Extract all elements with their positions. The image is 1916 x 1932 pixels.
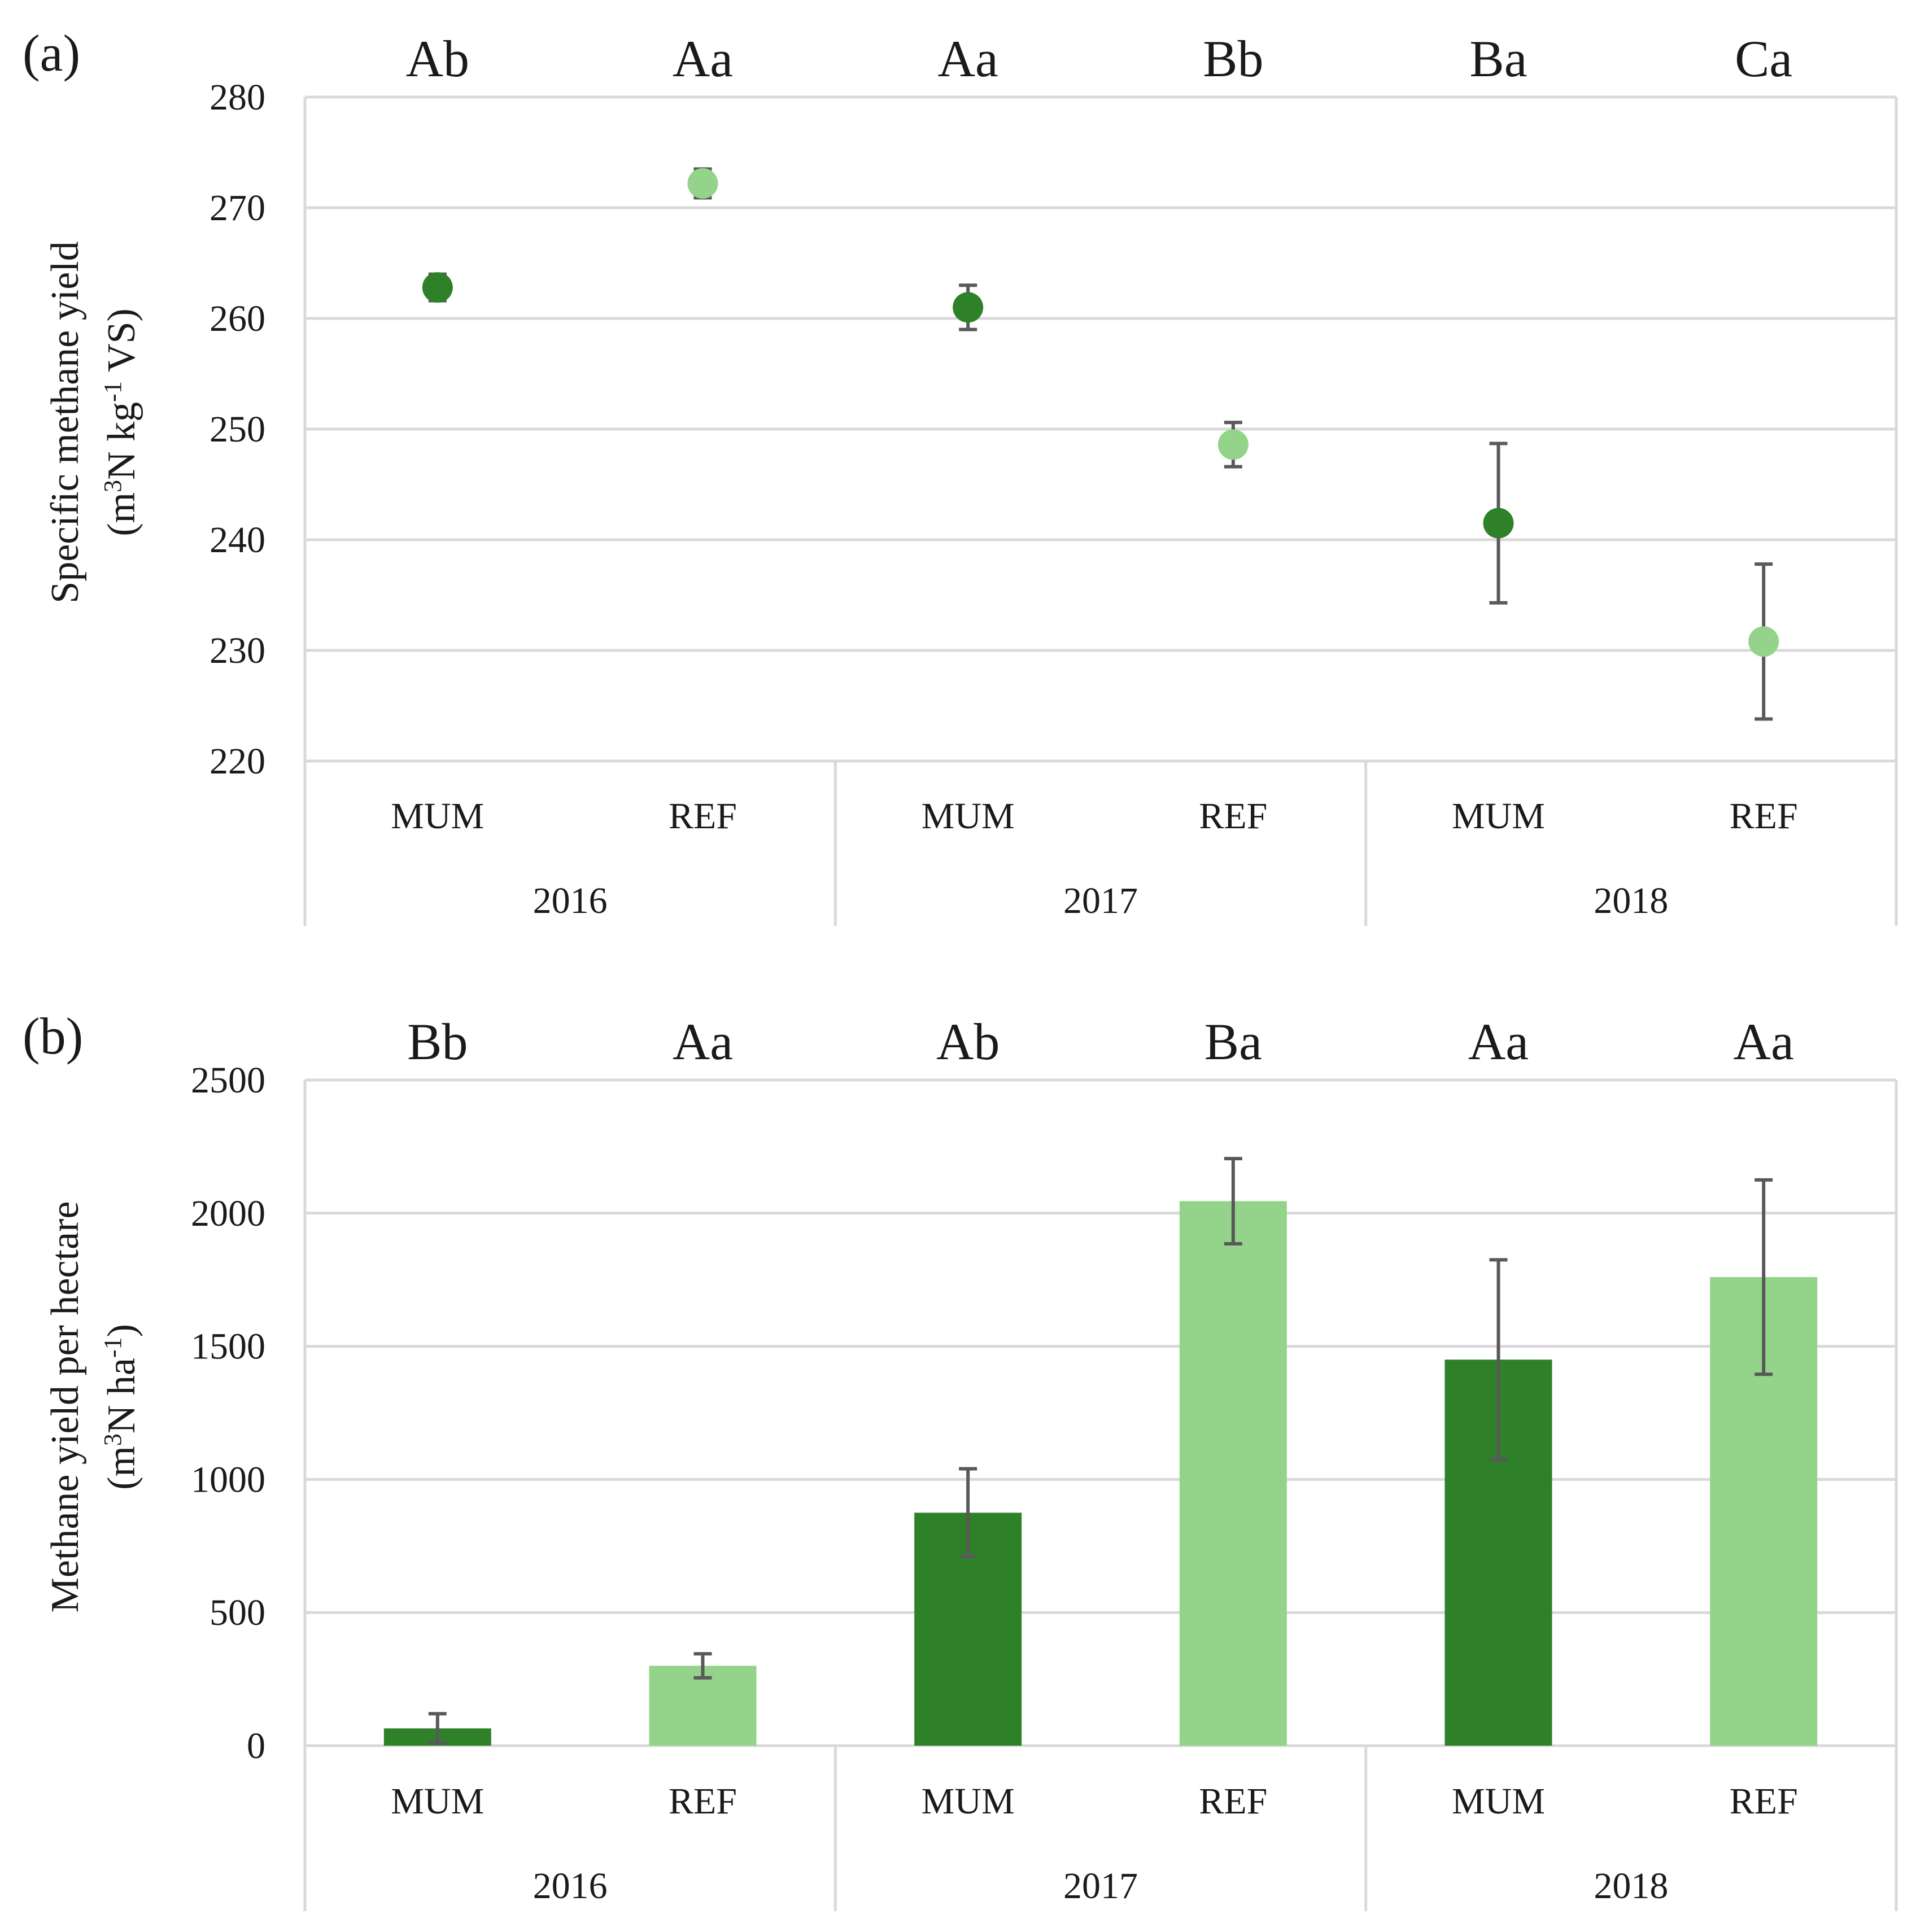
panel-b-y-tick-label: 500 [210,1592,265,1633]
panel-a-data-point [1483,508,1514,539]
panel-b-category-label: MUM [1452,1781,1545,1822]
panel-a-data-point [953,292,984,323]
panel-b-category-label: REF [669,1781,737,1822]
panel-a-y-tick-label: 220 [210,741,265,782]
panel-a-label: (a) [23,24,80,82]
panel-a-gridlines: 220 230 240 250 260 270 280 [210,77,1898,926]
panel-a-year-label: 2016 [533,880,608,921]
panel-b-significance-letter: Aa [1468,1013,1529,1070]
panel-a-category-label: REF [1730,795,1798,837]
panel-b-significance-letter: Ba [1204,1013,1262,1070]
panel-b-year-label: 2016 [533,1865,608,1907]
panel-a-plot-marks: Ab Aa Aa Bb Ba Ca [406,30,1792,721]
panel-a-significance-letter: Aa [938,30,998,88]
panel-a-year-label: 2018 [1594,880,1668,921]
panel-a-x-axis: MUM REF MUM REF MUM REF 2016 2017 2018 [391,761,1798,926]
panel-b-methane-yield-per-hectare: (b) Methane yield per hectare (m3N ha-1)… [23,1007,1898,1911]
panel-a-category-label: MUM [922,795,1015,837]
panel-a-y-tick-label: 240 [210,519,265,561]
panel-b-year-label: 2017 [1063,1865,1138,1907]
panel-b-x-axis: MUM REF MUM REF MUM REF 2016 2017 2018 [391,1746,1798,1911]
panel-a-y-axis-title-line1: Specific methane yield [43,241,87,603]
panel-a-y-tick-label: 250 [210,409,265,450]
panel-a-category-label: MUM [391,795,484,837]
panel-b-category-label: REF [1199,1781,1267,1822]
panel-b-y-axis-title: Methane yield per hectare (m3N ha-1) [43,1201,143,1613]
panel-b-y-tick-label: 1000 [191,1459,265,1500]
panel-b-bar [1179,1201,1287,1746]
panel-b-category-label: MUM [391,1781,484,1822]
panel-a-significance-letter: Ab [406,30,469,88]
panel-a-y-tick-label: 270 [210,187,265,229]
panel-b-plot-marks: Bb Aa Ab Ba Aa Aa [383,1013,1818,1746]
panel-a-data-point [1748,626,1779,657]
panel-b-gridlines: 0 500 1000 1500 2000 2500 [191,1060,1898,1911]
panel-a-y-axis-title-line2: (m3N kg-1 VS) [99,308,144,536]
panel-a-year-label: 2017 [1063,880,1138,921]
panel-b-category-label: REF [1730,1781,1798,1822]
panel-b-significance-letter: Ab [936,1013,1000,1070]
panel-a-y-tick-label: 230 [210,630,265,671]
panel-a-significance-letter: Ba [1469,30,1527,88]
panel-a-significance-letter: Aa [673,30,733,88]
panel-a-y-tick-label: 280 [210,77,265,118]
panel-a-category-label: REF [1199,795,1267,837]
panel-b-y-tick-label: 0 [247,1725,265,1767]
panel-a-data-point [422,272,453,303]
panel-b-significance-letter: Bb [407,1013,468,1070]
panel-a-y-tick-label: 260 [210,298,265,339]
panel-b-y-tick-label: 2500 [191,1060,265,1101]
panel-b-significance-letter: Aa [1734,1013,1794,1070]
panel-b-y-tick-label: 1500 [191,1326,265,1367]
panel-a-data-point [1217,429,1249,460]
panel-b-y-axis-title-line1: Methane yield per hectare [43,1201,87,1613]
panel-b-year-label: 2018 [1594,1865,1668,1907]
panel-a-category-label: REF [669,795,737,837]
panel-b-category-label: MUM [922,1781,1015,1822]
panel-a-category-label: MUM [1452,795,1545,837]
panel-a-y-axis-title: Specific methane yield (m3N kg-1 VS) [43,241,143,603]
panel-a-significance-letter: Ca [1735,30,1792,88]
panel-b-significance-letter: Aa [673,1013,733,1070]
panel-b-label: (b) [23,1007,83,1065]
panel-a-methane-yield-vs: (a) Specific methane yield (m3N kg-1 VS)… [23,24,1898,926]
panel-b-y-tick-label: 2000 [191,1193,265,1234]
panel-a-significance-letter: Bb [1203,30,1263,88]
panel-a-data-point [687,168,718,199]
panel-b-y-axis-title-line2: (m3N ha-1) [99,1324,144,1490]
